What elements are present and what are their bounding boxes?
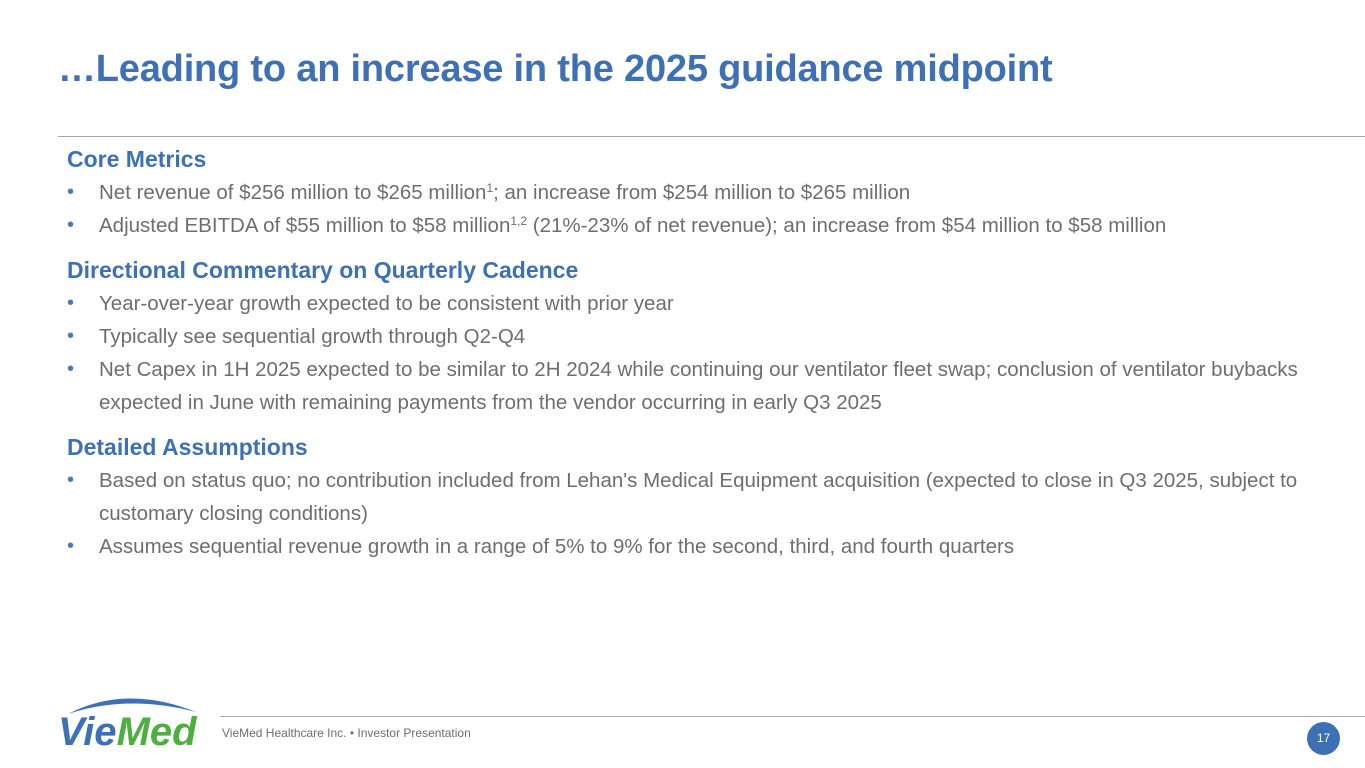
bullet-text: Net revenue of $256 million to $265 mill… <box>99 181 487 204</box>
bullet-icon: • <box>67 181 75 203</box>
logo-wordmark: VieMed <box>58 710 198 752</box>
bullet-text: (21%-23% of net revenue); an increase fr… <box>527 214 1167 237</box>
title-divider <box>58 136 1365 137</box>
bullet-icon: • <box>67 535 75 557</box>
footer-company-text: VieMed Healthcare Inc. • Investor Presen… <box>222 726 471 740</box>
list-item: • Assumes sequential revenue growth in a … <box>67 530 1307 563</box>
bullet-icon: • <box>67 292 75 314</box>
bullet-icon: • <box>67 214 75 236</box>
bullet-text: Typically see sequential growth through … <box>99 325 526 348</box>
cadence-list: • Year-over-year growth expected to be co… <box>67 287 1307 419</box>
section-heading-quarterly-cadence: Directional Commentary on Quarterly Cade… <box>67 257 579 283</box>
viemed-logo: VieMed <box>58 698 198 752</box>
bullet-text: Year-over-year growth expected to be con… <box>99 292 674 315</box>
bullet-icon: • <box>67 325 75 347</box>
list-item: • Net Capex in 1H 2025 expected to be sim… <box>67 353 1307 419</box>
list-item: • Adjusted EBITDA of $55 million to $58 m… <box>67 209 1307 242</box>
core-metrics-list: • Net revenue of $256 million to $265 mil… <box>67 176 1307 242</box>
assumptions-list: • Based on status quo; no contribution in… <box>67 464 1307 563</box>
list-item: • Typically see sequential growth through… <box>67 320 1307 353</box>
bullet-icon: • <box>67 469 75 491</box>
section-heading-core-metrics: Core Metrics <box>67 146 207 172</box>
footnote-ref: 1 <box>486 181 494 195</box>
footnote-ref: 1,2 <box>510 214 528 228</box>
bullet-text: Based on status quo; no contribution inc… <box>99 469 1298 525</box>
bullet-icon: • <box>67 358 75 380</box>
section-heading-detailed-assumptions: Detailed Assumptions <box>67 434 308 460</box>
logo-swoosh-icon <box>68 698 196 714</box>
bullet-text: Assumes sequential revenue growth in a r… <box>99 535 1015 558</box>
bullet-text: Net Capex in 1H 2025 expected to be simi… <box>99 358 1298 414</box>
slide-title: …Leading to an increase in the 2025 guid… <box>58 48 1053 90</box>
list-item: • Net revenue of $256 million to $265 mil… <box>67 176 1307 209</box>
list-item: • Year-over-year growth expected to be co… <box>67 287 1307 320</box>
slide-content: Core Metrics • Net revenue of $256 millio… <box>67 142 1307 563</box>
list-item: • Based on status quo; no contribution in… <box>67 464 1307 530</box>
footer-divider <box>220 716 1365 717</box>
bullet-text: Adjusted EBITDA of $55 million to $58 mi… <box>99 214 511 237</box>
page-number-badge: 17 <box>1307 722 1340 755</box>
bullet-text: ; an increase from $254 million to $265 … <box>493 181 911 204</box>
